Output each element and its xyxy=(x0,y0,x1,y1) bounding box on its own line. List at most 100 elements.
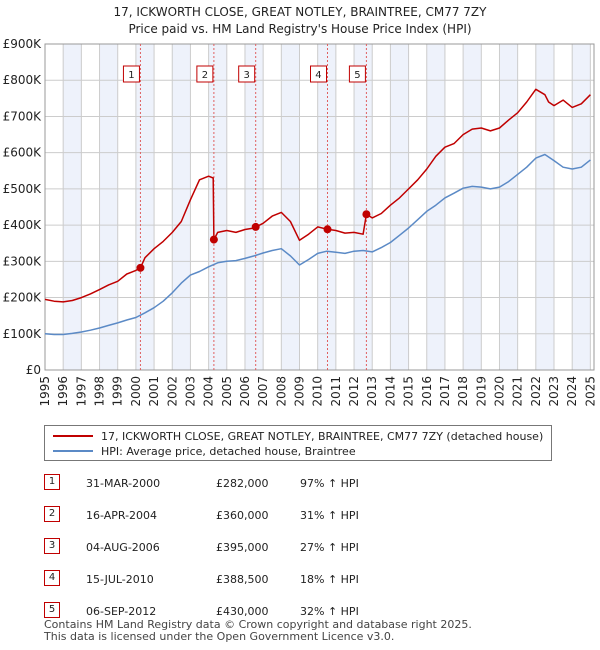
sale-point xyxy=(323,225,332,234)
x-tick-label: 2012 xyxy=(347,376,361,407)
price-chart: 17, ICKWORTH CLOSE, GREAT NOTLEY, BRAINT… xyxy=(3,5,598,407)
sale-label: 2 xyxy=(202,70,208,81)
sale-number-badge: 3 xyxy=(44,538,60,554)
attribution-footer: Contains HM Land Registry data © Crown c… xyxy=(44,619,472,643)
year-band xyxy=(535,44,555,370)
x-tick-label: 2011 xyxy=(329,376,343,407)
year-band xyxy=(281,44,300,370)
sale-price: £430,000 xyxy=(216,605,269,618)
legend-label-hpi: HPI: Average price, detached house, Brai… xyxy=(101,444,356,458)
x-tick-label: 2000 xyxy=(129,376,143,407)
sale-point xyxy=(362,210,371,219)
x-tick-label: 1998 xyxy=(93,376,107,407)
y-tick-label: £0 xyxy=(26,363,41,377)
year-band xyxy=(244,44,264,370)
sale-label-box xyxy=(122,65,140,83)
x-tick-label: 2022 xyxy=(529,376,543,407)
legend-swatch-hpi xyxy=(53,450,93,452)
sale-date: 15-JUL-2010 xyxy=(86,573,154,586)
sale-number-badge: 5 xyxy=(44,602,60,618)
table-row: 2 16-APR-2004 £360,000 31% ↑ HPI xyxy=(44,506,464,524)
legend-swatch-property xyxy=(53,435,93,437)
x-tick-label: 2023 xyxy=(547,376,561,407)
sale-hpi-change: 18% ↑ HPI xyxy=(300,573,359,586)
y-tick-label: £700K xyxy=(3,109,43,123)
x-tick-label: 2005 xyxy=(220,376,234,407)
x-tick-label: 1996 xyxy=(56,376,70,407)
sale-label: 1 xyxy=(128,70,134,81)
sale-hpi-change: 32% ↑ HPI xyxy=(300,605,359,618)
table-row: 5 06-SEP-2012 £430,000 32% ↑ HPI xyxy=(44,602,464,620)
table-row: 3 04-AUG-2006 £395,000 27% ↑ HPI xyxy=(44,538,464,556)
sale-label-box xyxy=(238,65,256,83)
sale-label: 4 xyxy=(315,70,321,81)
table-row: 4 15-JUL-2010 £388,500 18% ↑ HPI xyxy=(44,570,464,588)
x-tick-label: 2015 xyxy=(402,376,416,407)
sale-point xyxy=(251,222,260,231)
sale-label-box xyxy=(348,65,366,83)
x-tick-label: 2020 xyxy=(492,376,506,407)
chart-legend: 17, ICKWORTH CLOSE, GREAT NOTLEY, BRAINT… xyxy=(44,425,552,461)
x-tick-label: 2002 xyxy=(165,376,179,407)
sale-label: 3 xyxy=(244,70,250,81)
sale-date: 31-MAR-2000 xyxy=(86,477,161,490)
y-tick-label: £100K xyxy=(3,327,43,341)
chart-title: 17, ICKWORTH CLOSE, GREAT NOTLEY, BRAINT… xyxy=(113,5,487,19)
year-band xyxy=(390,44,409,370)
x-tick-label: 2006 xyxy=(238,376,252,407)
x-tick-label: 1997 xyxy=(74,376,88,407)
year-band xyxy=(99,44,118,370)
sale-label-box xyxy=(196,65,214,83)
sale-date: 06-SEP-2012 xyxy=(86,605,157,618)
sale-price: £360,000 xyxy=(216,509,269,522)
x-tick-label: 2010 xyxy=(311,376,325,407)
sale-number-badge: 1 xyxy=(44,474,60,490)
x-tick-label: 2019 xyxy=(474,376,488,407)
sale-point xyxy=(209,235,218,244)
year-band xyxy=(499,44,518,370)
x-tick-label: 2007 xyxy=(256,376,270,407)
x-tick-label: 1999 xyxy=(111,376,125,407)
sale-date: 16-APR-2004 xyxy=(86,509,158,522)
chart-subtitle: Price paid vs. HM Land Registry's House … xyxy=(128,22,471,36)
sale-number-badge: 4 xyxy=(44,570,60,586)
sale-point xyxy=(136,263,145,272)
sale-price: £388,500 xyxy=(216,573,269,586)
sale-hpi-change: 31% ↑ HPI xyxy=(300,509,359,522)
footer-line-licence: This data is licensed under the Open Gov… xyxy=(44,630,395,643)
x-tick-label: 2008 xyxy=(274,376,288,407)
x-tick-label: 2024 xyxy=(565,376,579,407)
year-band xyxy=(208,44,227,370)
x-tick-label: 2025 xyxy=(583,376,597,407)
legend-entry-property: 17, ICKWORTH CLOSE, GREAT NOTLEY, BRAINT… xyxy=(53,429,543,443)
legend-entry-hpi: HPI: Average price, detached house, Brai… xyxy=(53,444,356,458)
x-tick-label: 2021 xyxy=(511,376,525,407)
x-tick-label: 2017 xyxy=(438,376,452,407)
x-tick-label: 2018 xyxy=(456,376,470,407)
year-band xyxy=(63,44,82,370)
sale-label-box xyxy=(309,65,327,83)
x-tick-label: 1995 xyxy=(38,376,52,407)
table-row: 1 31-MAR-2000 £282,000 97% ↑ HPI xyxy=(44,474,464,492)
y-tick-label: £200K xyxy=(3,291,43,305)
sale-hpi-change: 97% ↑ HPI xyxy=(300,477,359,490)
year-band xyxy=(426,44,445,370)
year-band xyxy=(572,44,591,370)
x-tick-label: 2014 xyxy=(383,376,397,407)
sale-price: £395,000 xyxy=(216,541,269,554)
sale-label: 5 xyxy=(354,70,360,81)
year-band xyxy=(135,44,155,370)
y-tick-label: £300K xyxy=(3,254,43,268)
x-tick-label: 2013 xyxy=(365,376,379,407)
y-tick-label: £800K xyxy=(3,73,43,87)
sale-price: £282,000 xyxy=(216,477,269,490)
y-tick-label: £400K xyxy=(3,218,43,232)
sale-date: 04-AUG-2006 xyxy=(86,541,160,554)
y-tick-label: £900K xyxy=(3,37,43,51)
x-tick-label: 2001 xyxy=(147,376,161,407)
year-band xyxy=(354,44,373,370)
footer-line-copyright: Contains HM Land Registry data © Crown c… xyxy=(44,618,472,631)
plot-border xyxy=(44,43,595,371)
x-tick-label: 2016 xyxy=(420,376,434,407)
sale-number-badge: 2 xyxy=(44,506,60,522)
